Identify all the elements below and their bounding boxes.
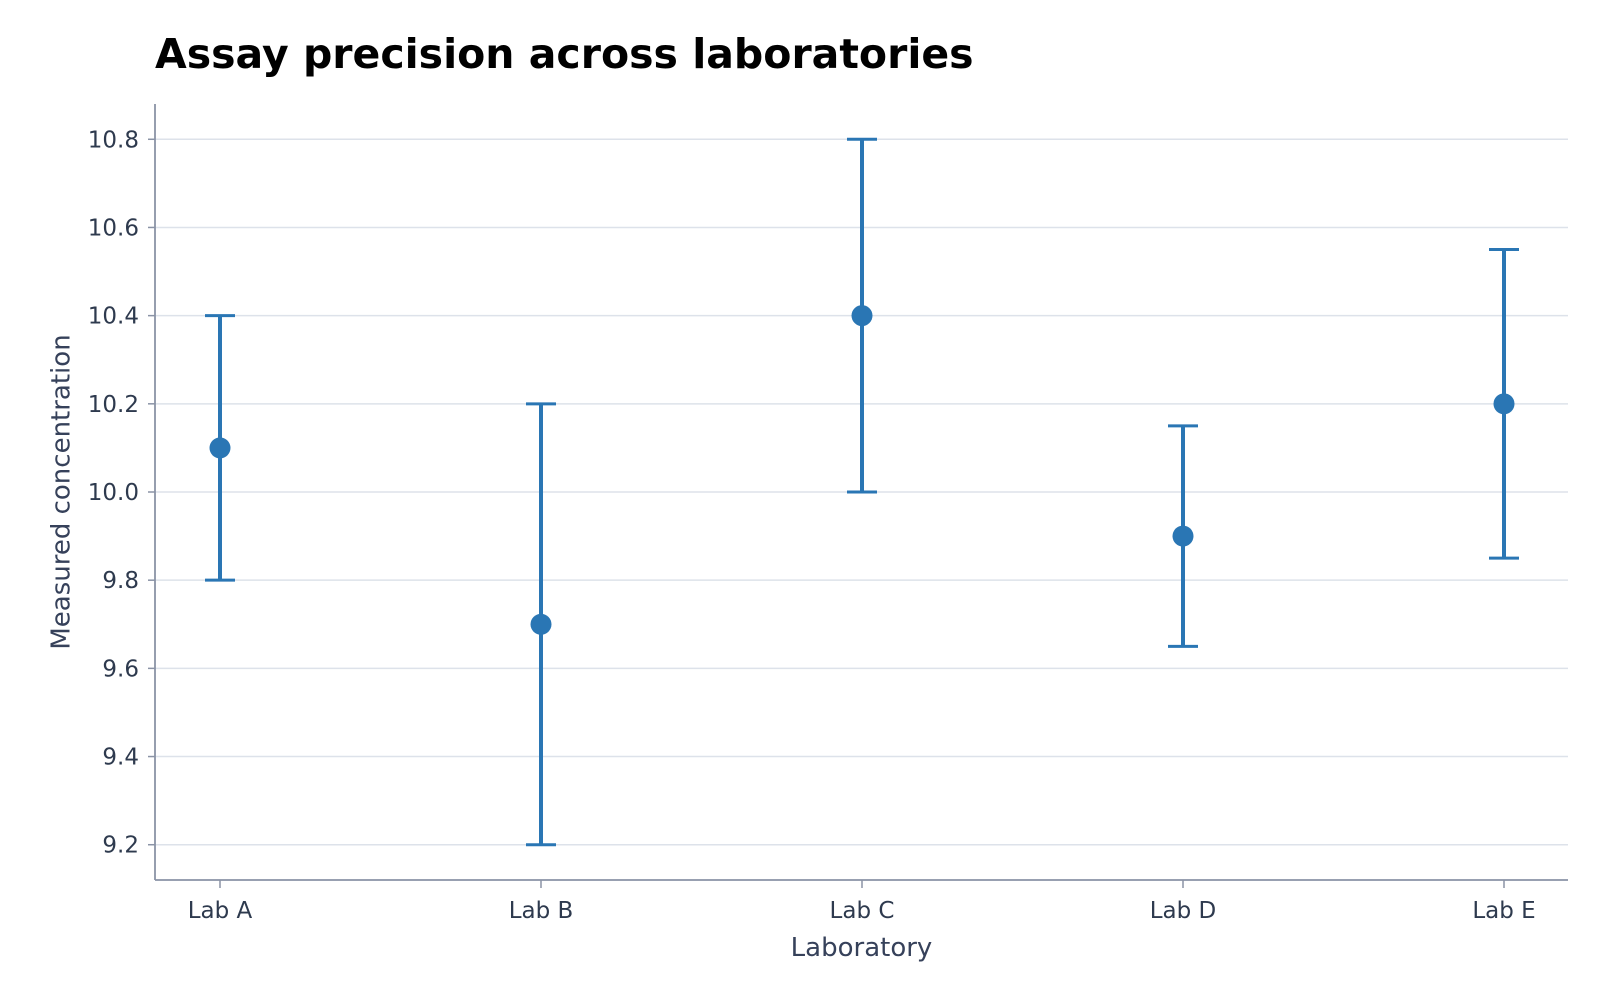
y-tick-label: 10.4 [88,304,139,330]
data-points [209,305,1515,635]
y-tick-label: 9.4 [102,745,139,771]
x-tick-label: Lab E [1472,898,1535,924]
y-tick-label: 9.8 [102,568,139,594]
data-point [209,437,231,459]
y-tick-label: 10.2 [88,392,139,418]
y-tick-label: 9.2 [102,833,139,859]
y-tick-label: 10.8 [88,127,139,153]
data-point [851,305,873,327]
x-tick-label: Lab C [830,898,895,924]
y-axis-label: Measured concentration [47,334,77,649]
data-point [530,613,552,635]
chart-title: Assay precision across laboratories [155,30,974,78]
data-point [1493,393,1515,415]
y-tick-label: 10.0 [88,480,139,506]
x-axis-label: Laboratory [791,933,933,963]
data-point [1172,525,1194,547]
y-tick-label: 10.6 [88,215,139,241]
x-axis-ticks: Lab A Lab B Lab C Lab D Lab E [188,880,1536,924]
x-tick-label: Lab B [509,898,574,924]
y-axis-ticks: 9.2 9.4 9.6 9.8 10.0 10.2 10.4 10.6 10.8 [88,127,155,859]
y-tick-label: 9.6 [102,656,139,682]
x-tick-label: Lab A [188,898,253,924]
x-tick-label: Lab D [1150,898,1217,924]
